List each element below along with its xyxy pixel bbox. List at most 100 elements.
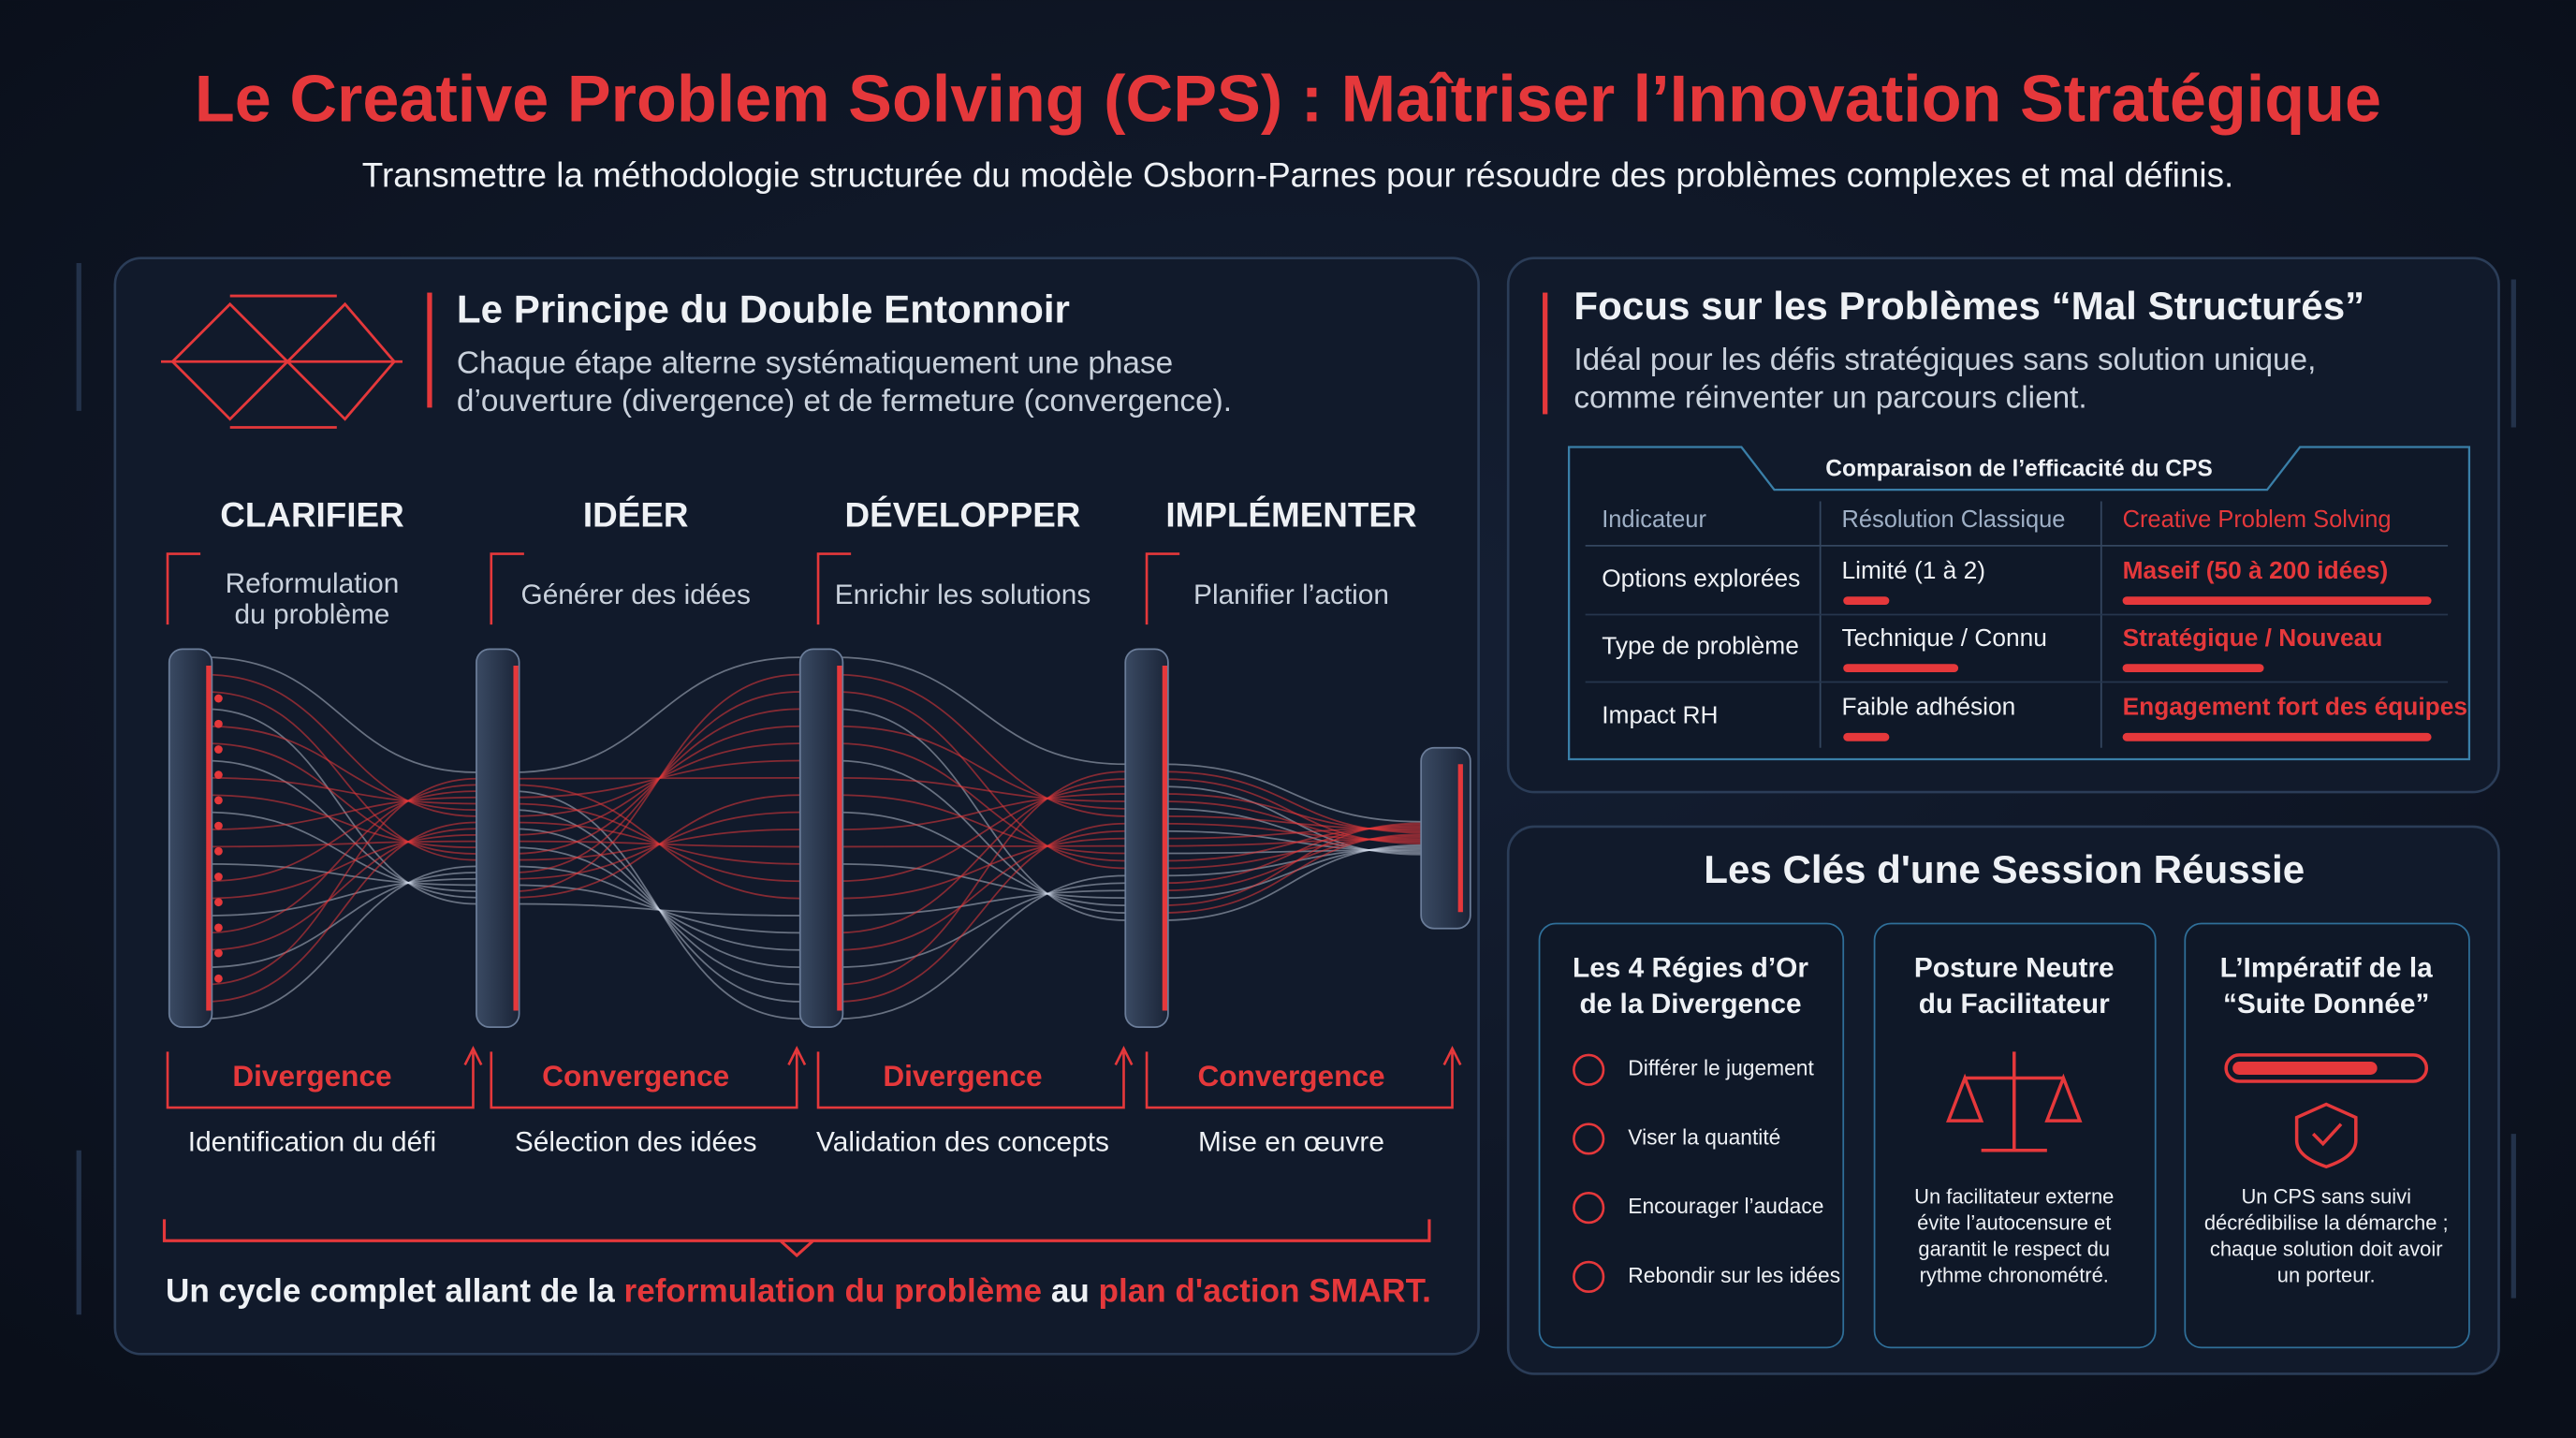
title: Le Creative Problem Solving (CPS) : Maît…: [195, 61, 2381, 135]
stage-phase: Convergence: [542, 1059, 729, 1093]
card-title: L’Impératif de la: [2220, 953, 2434, 984]
card-item: Différer le jugement: [1628, 1056, 1814, 1080]
item-icon: [1573, 1260, 1605, 1293]
flow-line: [836, 725, 1126, 810]
flow-line: [205, 821, 476, 1003]
cell-bar: [1843, 732, 1890, 741]
stage-description: Reformulation: [226, 568, 400, 599]
flow-line: [205, 777, 476, 986]
stage-phase: Divergence: [883, 1059, 1042, 1093]
node-dot: [214, 694, 223, 703]
item-icon: [1573, 1192, 1605, 1225]
summary-bracket: [162, 1219, 1431, 1258]
cell-bar: [1843, 596, 1890, 606]
bracket: [490, 552, 524, 625]
node-dot: [214, 923, 223, 932]
flow-line: [836, 656, 1126, 766]
stage-description: Enrichir les solutions: [835, 580, 1091, 610]
section-text: d’ouverture (divergence) et de fermeture…: [457, 384, 1232, 418]
table-cell: Limité (1 à 2): [1841, 556, 1985, 584]
node-dot: [214, 796, 223, 805]
flow-line: [1161, 785, 1422, 856]
card-title: de la Divergence: [1579, 989, 1801, 1020]
node-dot: [214, 745, 223, 754]
flow-line: [205, 790, 476, 883]
flow-line: [836, 874, 1126, 1020]
flow-line: [205, 656, 476, 773]
stage-name: IDÉER: [583, 496, 689, 535]
node-dot: [214, 821, 223, 830]
stage-plate: [798, 648, 844, 1028]
flow-line: [512, 846, 800, 969]
table-cell: Engagement fort des équipes: [2123, 693, 2467, 721]
cell-bar: [2122, 732, 2432, 741]
cell-bar: [2122, 664, 2264, 672]
flow-line: [836, 777, 1126, 802]
flow-line: [1161, 844, 1422, 921]
bracket: [816, 1045, 1134, 1109]
node-dot: [214, 846, 223, 856]
funnel-visual: [168, 648, 1471, 1028]
flow-line: [836, 844, 1126, 848]
summary-part: Un cycle complet allant de la: [166, 1273, 624, 1310]
panel: [113, 257, 1480, 1356]
flow-line: [836, 742, 1126, 862]
accent-bar: [427, 292, 432, 408]
flow-line: [836, 778, 1126, 934]
node-dot: [214, 974, 223, 983]
flow-line: [836, 837, 1126, 900]
flow-line: [836, 889, 1126, 917]
accent-bar: [1543, 292, 1548, 415]
flow-line: [205, 872, 476, 969]
stage-name: CLARIFIER: [220, 496, 403, 535]
double-diamond-icon: [161, 294, 402, 429]
section-text: Idéal pour les défis stratégiques sans s…: [1573, 343, 2316, 377]
flow-line: [836, 822, 1126, 1003]
flow-line: [512, 865, 800, 951]
section-title: Les Clés d'une Session Réussie: [1704, 847, 2305, 891]
stage-description: du problème: [235, 599, 390, 630]
flow-line: [205, 877, 476, 917]
card-text: garantit le respect du: [1918, 1238, 2110, 1261]
card-text: Un facilitateur externe: [1914, 1184, 2114, 1208]
flow-line: [205, 834, 476, 900]
node-dot: [214, 719, 223, 728]
flow-line: [205, 759, 476, 899]
flow-line: [512, 790, 800, 1020]
table-cell: Stratégique / Nouveau: [2123, 624, 2383, 652]
item-icon: [1573, 1123, 1605, 1155]
flow-line: [1161, 847, 1422, 877]
flow-line: [205, 784, 476, 934]
flow-line: [1161, 833, 1422, 914]
flow-line: [1161, 829, 1422, 853]
summary: Un cycle complet allant de la reformulat…: [166, 1273, 1431, 1310]
node-dot: [214, 898, 223, 907]
bracket: [166, 1045, 483, 1109]
card-title: Posture Neutre: [1914, 953, 2115, 984]
flow-line: [1161, 848, 1422, 855]
flow-line: [836, 811, 1126, 906]
table-cell: Maseif (50 à 200 idées): [2123, 556, 2389, 584]
stage-plate: [476, 648, 520, 1028]
flow-line: [205, 811, 476, 892]
flow-line: [1161, 808, 1422, 855]
flow-line: [836, 759, 1126, 914]
flow-line: [512, 794, 800, 899]
flow-line: [205, 796, 476, 830]
flow-line: [205, 840, 476, 848]
bracket: [1145, 1045, 1462, 1109]
bracket: [490, 1045, 807, 1109]
flow-line: [205, 828, 476, 951]
table-cell: Faible adhésion: [1841, 693, 2015, 721]
flow-line: [512, 673, 800, 892]
flow-line: [836, 708, 1126, 921]
table-tab: [1740, 446, 2301, 492]
flow-line: [836, 785, 1126, 883]
card: [2184, 922, 2470, 1349]
flow-line: [836, 691, 1126, 870]
flow-line: [1161, 763, 1422, 823]
node-dot: [214, 873, 223, 881]
node-dot: [214, 770, 223, 780]
card-item: Viser la quantité: [1628, 1124, 1780, 1149]
